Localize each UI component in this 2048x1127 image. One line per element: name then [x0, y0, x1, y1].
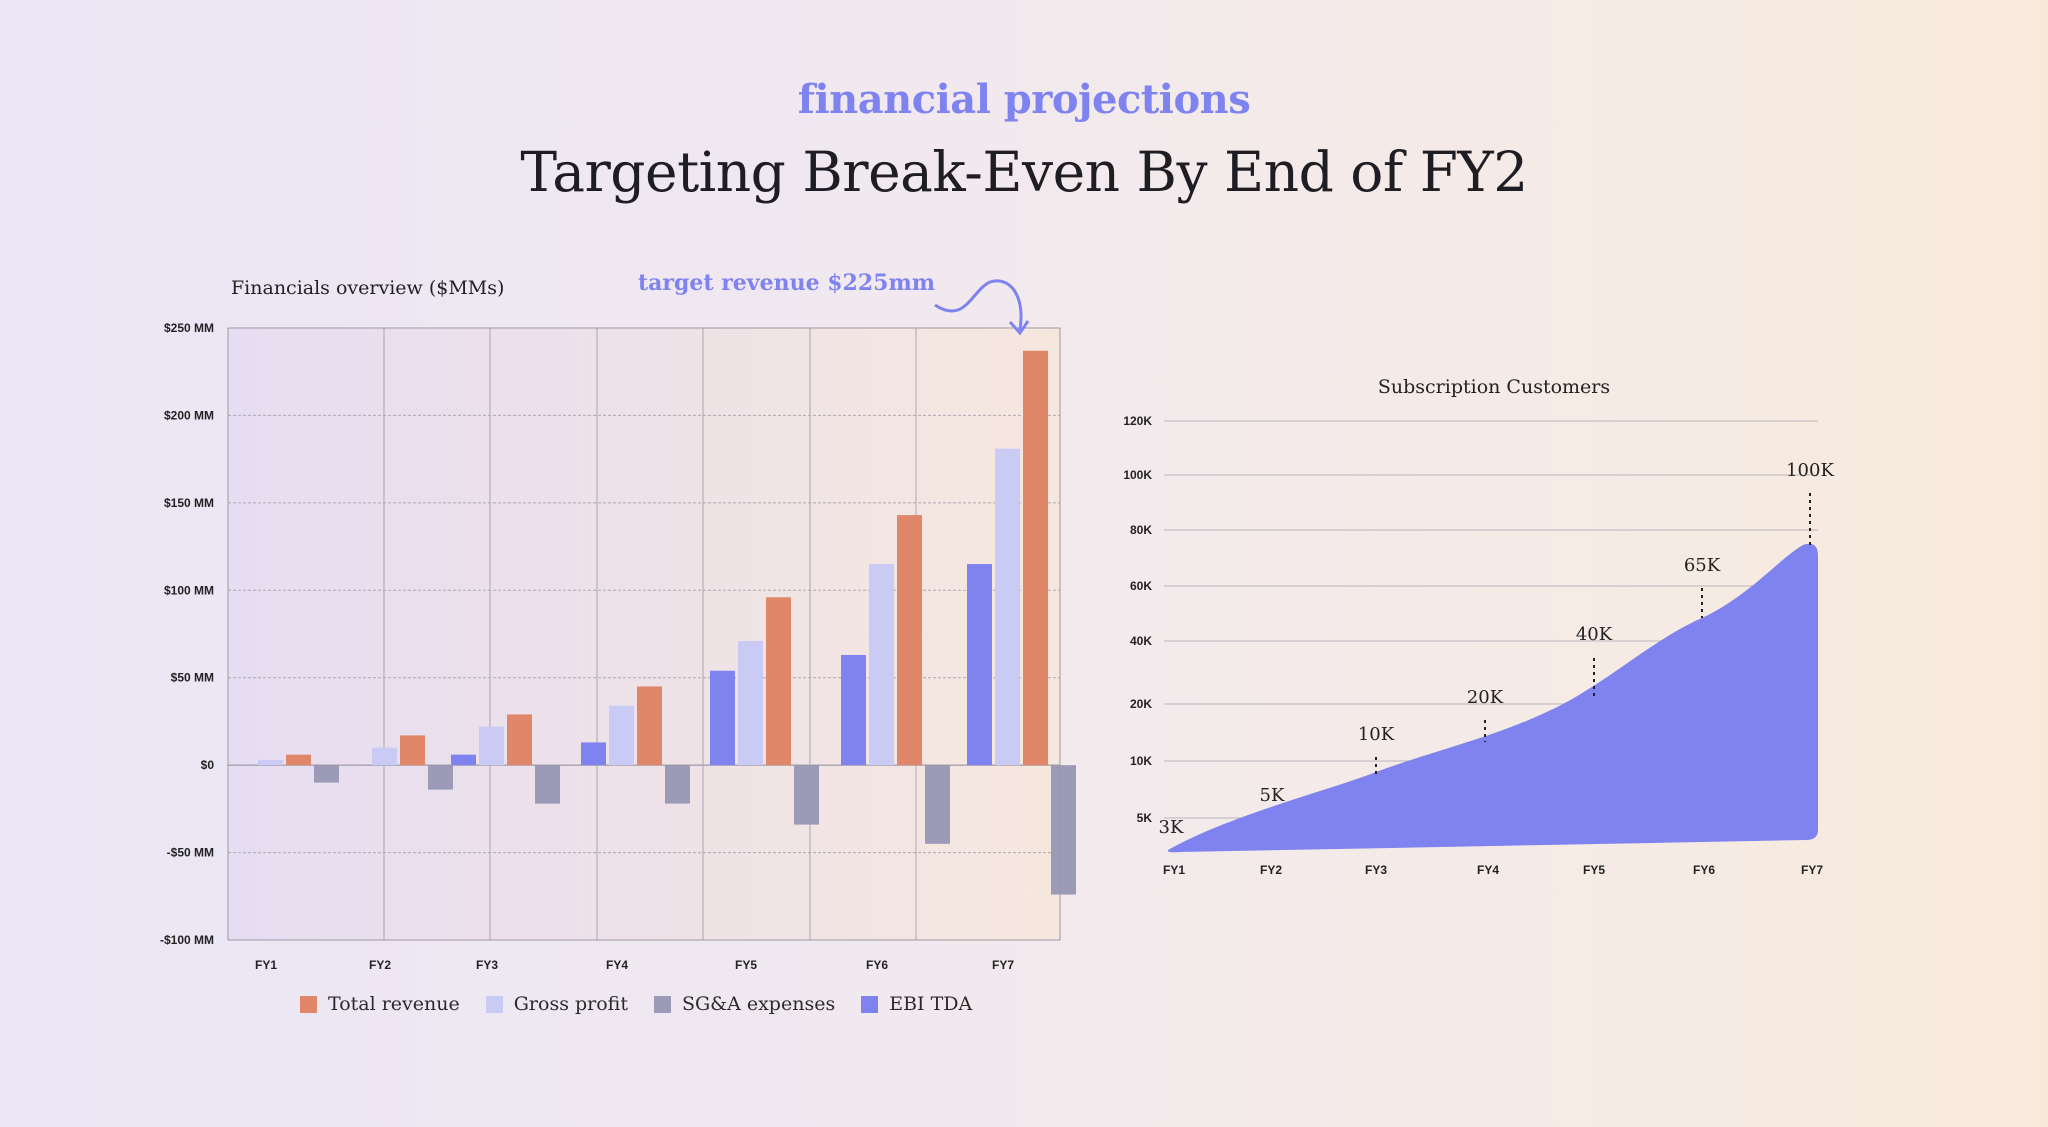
area-x-tick-label: FY3 — [1365, 863, 1387, 877]
bar-total-revenue-fy6 — [897, 515, 922, 766]
legend-swatch — [861, 995, 879, 1013]
area-x-tick-label: FY5 — [1583, 863, 1605, 877]
customers-area — [1167, 543, 1818, 853]
bar-gross-profit-fy6 — [869, 564, 894, 766]
area-value-label: 40K — [1576, 624, 1613, 645]
subscription-area-chart: Subscription Customers 120K 100K 80K 60K 40K… — [1123, 376, 1834, 877]
bar-gross-profit-fy2 — [372, 747, 397, 766]
bar-gross-profit-fy1 — [258, 759, 283, 766]
bar-total-revenue-fy3 — [507, 714, 532, 766]
section-kicker: financial projections — [797, 76, 1251, 123]
area-value-label: 65K — [1684, 555, 1721, 576]
bar-total-revenue-fy1 — [286, 754, 311, 766]
area-y-tick-label: 20K — [1130, 697, 1152, 711]
annotation-arrow-curve — [934, 279, 1023, 331]
bar-sga-fy5 — [794, 765, 819, 825]
legend-swatch — [300, 995, 317, 1013]
arrow-head-icon — [1008, 320, 1030, 336]
area-x-tick-label: FY2 — [1260, 863, 1282, 877]
target-revenue-annotation: target revenue $225mm — [638, 270, 935, 296]
x-tick-label: FY4 — [606, 958, 628, 972]
bar-gross-profit-fy5 — [738, 640, 763, 766]
area-value-label: 20K — [1467, 687, 1504, 708]
y-tick-label: $0 — [201, 758, 215, 772]
y-tick-label: $50 MM — [171, 671, 214, 685]
bar-sga-fy4 — [665, 765, 690, 804]
bar-total-revenue-fy5 — [766, 597, 791, 766]
bar-ebitda-fy4 — [581, 742, 606, 766]
area-y-tick-label: 120K — [1123, 414, 1152, 428]
bar-total-revenue-fy4 — [637, 686, 662, 766]
plot-background — [228, 328, 1060, 940]
page-title: Targeting Break-Even By End of FY2 — [520, 140, 1528, 204]
bar-sga-fy6 — [925, 765, 950, 844]
y-tick-label: $150 MM — [164, 496, 214, 510]
area-chart-title: Subscription Customers — [1378, 376, 1610, 398]
bar-total-revenue-fy2 — [400, 735, 425, 766]
x-tick-label: FY1 — [255, 958, 277, 972]
x-tick-label: FY3 — [476, 958, 498, 972]
legend-item-gross-profit: Gross profit — [485, 993, 628, 1015]
plot-frame — [227, 327, 1061, 941]
bar-sga-fy3 — [535, 765, 560, 804]
y-tick-label: -$50 MM — [167, 846, 214, 860]
bar-sga-fy7 — [1051, 765, 1076, 895]
x-tick-label: FY6 — [866, 958, 888, 972]
bar-ebitda-fy7 — [967, 564, 992, 766]
bar-ebitda-fy3 — [451, 754, 476, 766]
legend-swatch — [653, 995, 671, 1013]
bar-total-revenue-fy7 — [1023, 350, 1048, 766]
legend-label: SG&A expenses — [681, 993, 836, 1015]
area-value-label: 3K — [1159, 817, 1184, 838]
x-tick-label: FY2 — [369, 958, 391, 972]
area-x-tick-label: FY1 — [1163, 863, 1185, 877]
area-x-tick-label: FY4 — [1477, 863, 1499, 877]
area-y-tick-label: 60K — [1130, 579, 1152, 593]
area-y-tick-label: 100K — [1123, 468, 1152, 482]
area-x-tick-label: FY6 — [1693, 863, 1715, 877]
area-y-tick-label: 80K — [1130, 523, 1152, 537]
legend-item-total-revenue: Total revenue — [300, 993, 460, 1015]
bar-sga-fy1 — [314, 765, 339, 783]
legend-swatch — [485, 995, 503, 1013]
bar-chart-legend: Total revenue Gross profit SG&A expenses EB… — [300, 993, 972, 1015]
y-tick-label: $200 MM — [164, 408, 214, 422]
area-x-tick-label: FY7 — [1801, 863, 1823, 877]
area-y-tick-label: 40K — [1130, 634, 1152, 648]
y-tick-label: $250 MM — [164, 321, 214, 335]
area-value-label: 100K — [1786, 460, 1834, 481]
financials-bar-chart: Financials overview ($MMs) $250 MM $200 M… — [160, 270, 1076, 972]
bar-ebitda-fy6 — [841, 654, 866, 766]
y-tick-label: $100 MM — [164, 583, 214, 597]
area-value-label: 10K — [1358, 724, 1395, 745]
bar-gross-profit-fy7 — [995, 448, 1020, 766]
bar-ebitda-fy5 — [710, 670, 735, 766]
y-tick-label: -$100 MM — [160, 933, 214, 947]
bar-chart-title: Financials overview ($MMs) — [231, 277, 504, 299]
area-y-tick-label: 5K — [1137, 811, 1153, 825]
area-value-label: 5K — [1260, 785, 1285, 806]
bar-gross-profit-fy3 — [479, 726, 504, 766]
legend-label: EBI TDA — [889, 993, 973, 1015]
x-tick-label: FY7 — [992, 958, 1014, 972]
legend-item-sga: SG&A expenses — [653, 993, 836, 1015]
bar-sga-fy2 — [428, 765, 453, 790]
legend-label: Gross profit — [513, 993, 628, 1015]
x-tick-label: FY5 — [735, 958, 757, 972]
legend-item-ebitda: EBI TDA — [861, 993, 972, 1015]
area-y-tick-label: 10K — [1130, 754, 1152, 768]
legend-label: Total revenue — [328, 993, 460, 1015]
bar-gross-profit-fy4 — [609, 705, 634, 766]
